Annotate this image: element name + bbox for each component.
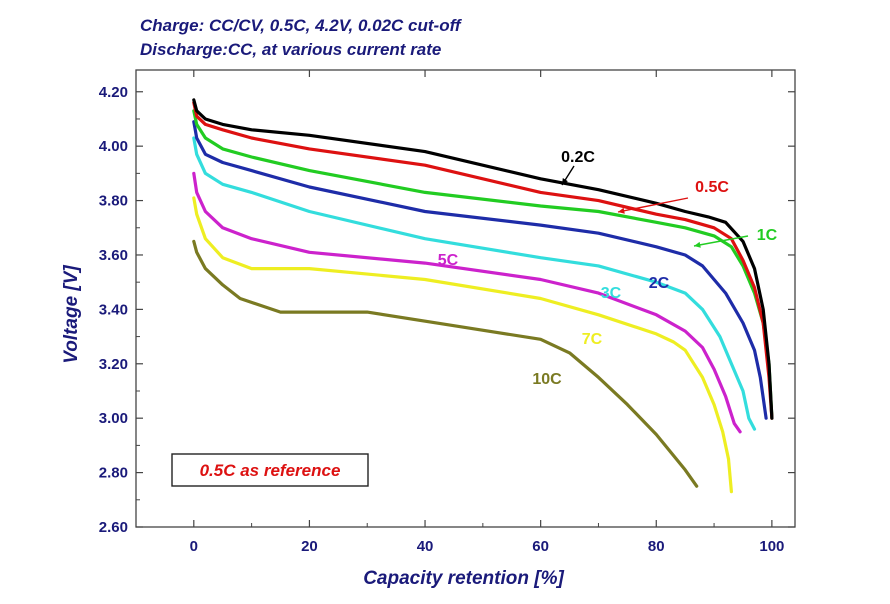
y-tick-label: 3.80 [99,193,128,210]
series-label-0-5C: 0.5C [695,179,729,196]
series-label-arrow [693,235,749,247]
x-tick-label: 80 [648,538,665,555]
x-tick-label: 60 [532,538,549,555]
series-labels-layer: 0.2C 0.5C 1C 2C 3C 5C 7C 10C [438,149,778,388]
reference-box-text: 0.5C as reference [200,461,341,480]
y-tick-label: 2.60 [99,519,128,536]
series-label-arrow [617,197,689,213]
x-tick-label: 100 [759,538,784,555]
series-line-0-5C [192,101,774,420]
series-line-0-2C [192,98,774,420]
reference-box [171,453,369,487]
series-label-2C: 2C [649,275,670,292]
y-tick-label: 2.80 [99,465,128,482]
y-tick-label: 4.20 [99,84,128,101]
series-line-3C [192,136,757,431]
series-label-0-2C: 0.2C [561,149,595,166]
x-tick-label: 0 [190,538,198,555]
series-layer [192,98,774,494]
series-line-7C [192,196,733,494]
series-label-10C: 10C [532,371,562,388]
x-tick-label: 40 [417,538,434,555]
y-tick-label: 3.40 [99,301,128,318]
y-tick-label: 3.20 [99,356,128,373]
y-tick-label: 3.60 [99,247,128,264]
plot-frame [135,69,796,528]
y-tick-label: 3.00 [99,410,128,427]
series-line-10C [192,239,699,488]
series-line-1C [192,109,774,420]
axes-layer: 0 20 40 60 80 100 2.60 2.80 3.00 3.20 3.40 3.60 3.80… [61,69,796,589]
x-tick-label: 20 [301,538,318,555]
series-label-3C: 3C [601,285,622,302]
y-axis-title: Voltage [V] [61,265,82,364]
series-label-arrowhead [694,241,701,248]
chart-title-line-1: Charge: CC/CV, 0.5C, 4.2V, 0.02C cut-off [140,16,461,35]
series-label-5C: 5C [438,252,459,269]
series-label-arrowhead [618,207,625,214]
series-label-7C: 7C [582,331,603,348]
y-tick-label: 4.00 [99,138,128,155]
chart-title-line-2: Discharge:CC, at various current rate [140,40,442,59]
x-axis-title: Capacity retention [%] [363,568,564,589]
series-label-arrowhead [562,178,568,185]
series-line-5C [192,171,742,434]
series-line-2C [192,120,768,420]
series-label-1C: 1C [757,227,778,244]
